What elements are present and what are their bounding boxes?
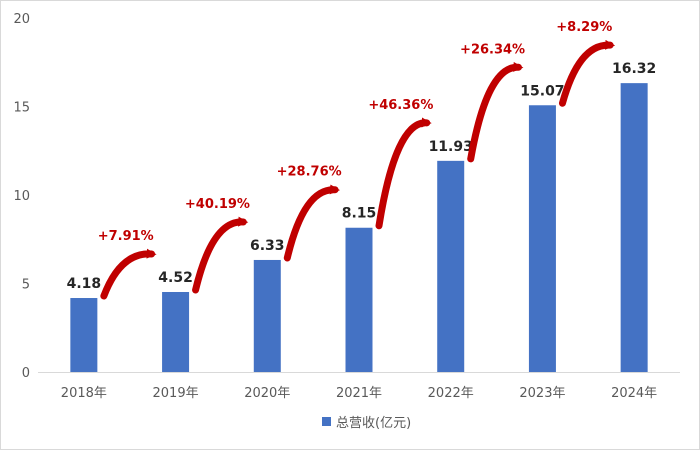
growth-label: +46.36% [368, 98, 433, 113]
data-label: 16.32 [612, 61, 656, 77]
x-tick-label: 2024年 [611, 386, 657, 401]
data-label: 6.33 [250, 238, 285, 254]
bar [437, 160, 465, 372]
bar [70, 298, 98, 372]
growth-arrow [283, 184, 340, 262]
y-tick-label: 20 [13, 12, 30, 27]
growth-arrow [375, 117, 432, 230]
x-axis: 2018年 2019年 2020年 2021年 2022年 2023年 2024年 [38, 372, 680, 401]
x-tick-label: 2021年 [336, 386, 382, 401]
y-tick-label: 15 [13, 101, 30, 116]
bars [70, 83, 648, 373]
growth-label: +40.19% [185, 197, 250, 212]
x-tick-label: 2023年 [519, 386, 565, 401]
growth-arrow [467, 61, 524, 163]
data-labels: 4.18 4.52 6.33 8.15 11.93 15.07 16.32 [67, 61, 657, 292]
data-label: 4.18 [67, 276, 102, 292]
bar [620, 83, 648, 373]
growth-arrow [558, 39, 616, 107]
y-tick-label: 0 [22, 366, 30, 381]
x-tick-label: 2020年 [244, 386, 290, 401]
x-tick-label: 2018年 [61, 386, 107, 401]
legend: 总营收(亿元) [322, 416, 411, 431]
legend-swatch [322, 417, 331, 426]
y-tick-label: 10 [13, 189, 30, 204]
growth-label: +28.76% [277, 165, 342, 180]
growth-arrow [100, 248, 157, 300]
bar [162, 291, 190, 372]
data-label: 15.07 [520, 83, 564, 99]
growth-annotations: +7.91% +40.19% +28.76% +46.36% +26.34% +8.29% [98, 20, 616, 300]
bar [528, 105, 556, 373]
data-label: 8.15 [342, 206, 377, 222]
growth-arrow [192, 216, 249, 294]
growth-label: +26.34% [460, 42, 525, 57]
data-label: 4.52 [158, 270, 193, 286]
bar [253, 259, 281, 372]
bar [345, 227, 373, 372]
legend-label: 总营收(亿元) [336, 416, 411, 431]
data-label: 11.93 [429, 139, 473, 155]
x-tick-label: 2019年 [153, 386, 199, 401]
growth-label: +7.91% [98, 229, 154, 244]
y-axis: 0 5 10 15 20 [13, 12, 30, 381]
y-tick-label: 5 [22, 278, 30, 293]
growth-label: +8.29% [556, 20, 612, 35]
x-tick-label: 2022年 [428, 386, 474, 401]
